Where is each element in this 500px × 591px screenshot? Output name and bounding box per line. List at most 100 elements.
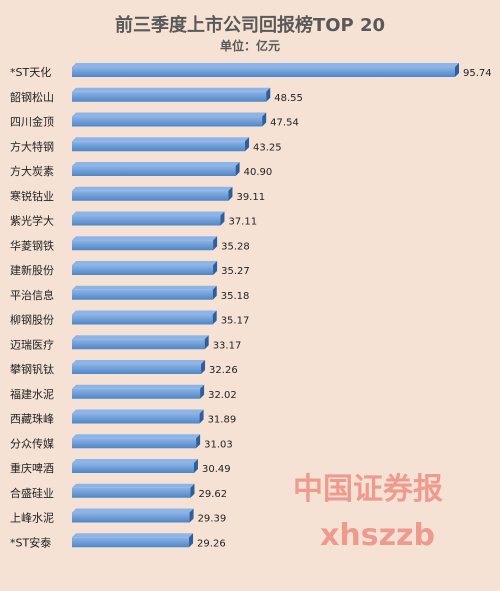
bar-side-face xyxy=(204,335,209,350)
bar-side-face xyxy=(213,236,218,251)
bar-front-face xyxy=(72,190,229,201)
chart-subtitle: 单位：亿元 xyxy=(219,39,280,53)
value-label: 30.49 xyxy=(202,464,231,475)
bar-top-face xyxy=(72,285,217,290)
category-label: *ST安泰 xyxy=(10,535,51,549)
bar-front-face xyxy=(72,265,214,275)
bar-top-face xyxy=(72,236,218,241)
bar-12 xyxy=(72,335,209,350)
bar-front-face xyxy=(72,487,191,498)
bar-front-face xyxy=(72,413,200,424)
bar-front-face xyxy=(72,388,201,399)
value-label: 35.17 xyxy=(221,316,250,327)
bar-3 xyxy=(72,112,267,127)
chart-title: 前三季度上市公司回报榜TOP 20 xyxy=(114,15,386,36)
bar-14 xyxy=(72,384,205,399)
bar-top-face xyxy=(72,360,206,364)
bar-front-face xyxy=(72,166,236,176)
bar-19 xyxy=(72,508,194,523)
value-label: 29.39 xyxy=(198,514,227,525)
bar-front-face xyxy=(72,67,455,77)
bar-13 xyxy=(72,360,206,374)
category-label: *ST天化 xyxy=(10,65,51,79)
bar-side-face xyxy=(262,112,267,127)
value-label: 32.02 xyxy=(208,390,237,401)
bar-side-face xyxy=(266,87,271,102)
category-label: 重庆啤酒 xyxy=(10,461,54,475)
bar-top-face xyxy=(72,483,195,488)
bar-front-face xyxy=(72,463,194,473)
category-label: 韶钢松山 xyxy=(10,90,54,104)
category-label: 寒锐钴业 xyxy=(10,189,54,203)
bar-side-face xyxy=(235,162,240,176)
category-label: 分众传媒 xyxy=(10,437,54,450)
value-label: 39.11 xyxy=(236,192,265,203)
category-label: 攀钢钒钛 xyxy=(10,362,54,376)
bar-2 xyxy=(72,87,271,102)
value-label: 31.03 xyxy=(204,439,233,450)
bar-5 xyxy=(72,162,240,176)
bar-20 xyxy=(72,533,194,548)
value-label: 37.11 xyxy=(228,217,257,228)
value-label: 35.28 xyxy=(221,241,250,252)
bar-front-face xyxy=(72,91,267,102)
bar-top-face xyxy=(72,335,209,340)
bar-top-face xyxy=(72,384,205,389)
bar-11 xyxy=(72,310,217,325)
value-label: 29.62 xyxy=(198,489,227,500)
bar-18 xyxy=(72,483,195,498)
bar-side-face xyxy=(212,285,217,300)
bar-top-face xyxy=(72,310,217,315)
bar-top-face xyxy=(72,434,201,439)
bar-top-face xyxy=(72,211,225,216)
bar-front-face xyxy=(72,339,205,350)
value-label: 32.26 xyxy=(209,365,238,376)
bar-side-face xyxy=(455,63,459,77)
value-label: 47.54 xyxy=(270,118,299,129)
bar-top-face xyxy=(72,508,194,513)
bar-1 xyxy=(72,63,459,77)
bar-top-face xyxy=(72,261,218,265)
bar-side-face xyxy=(189,508,194,523)
bar-side-face xyxy=(201,360,206,374)
value-label: 31.89 xyxy=(208,415,237,426)
category-label: 上峰水泥 xyxy=(10,512,54,525)
bar-16 xyxy=(72,434,201,449)
category-label: 华菱钢铁 xyxy=(10,238,54,252)
category-label: 福建水泥 xyxy=(10,387,54,401)
bar-side-face xyxy=(228,186,233,201)
bar-front-face xyxy=(72,215,221,226)
value-label: 95.74 xyxy=(463,68,492,79)
bar-top-face xyxy=(72,112,267,117)
value-label: 35.18 xyxy=(221,291,250,302)
bar-8 xyxy=(72,236,218,251)
bar-front-face xyxy=(72,364,202,374)
bar-side-face xyxy=(213,261,218,275)
bar-front-face xyxy=(72,141,246,152)
category-label: 迈瑞医疗 xyxy=(10,337,54,351)
bar-side-face xyxy=(245,137,250,152)
bar-top-face xyxy=(72,162,240,166)
bar-side-face xyxy=(212,310,217,325)
value-label: 40.90 xyxy=(244,167,273,178)
category-label: 紫光学大 xyxy=(10,214,54,228)
bar-side-face xyxy=(200,384,205,399)
value-label: 29.26 xyxy=(197,538,226,549)
bar-side-face xyxy=(190,483,195,498)
category-label: 建新股份 xyxy=(10,263,54,277)
bar-top-face xyxy=(72,63,459,67)
bar-front-face xyxy=(72,438,197,449)
value-label: 48.55 xyxy=(274,93,303,104)
value-label: 35.27 xyxy=(221,266,250,277)
bar-front-face xyxy=(72,512,190,523)
bar-top-face xyxy=(72,533,194,538)
value-label: 33.17 xyxy=(213,340,242,351)
watermark-text: 中国证券报 xyxy=(293,472,443,507)
bar-7 xyxy=(72,211,225,226)
bar-front-face xyxy=(72,537,190,548)
bar-top-face xyxy=(72,459,198,463)
category-label: 合盛硅业 xyxy=(10,486,54,500)
bar-15 xyxy=(72,409,204,424)
bar-side-face xyxy=(220,211,225,226)
